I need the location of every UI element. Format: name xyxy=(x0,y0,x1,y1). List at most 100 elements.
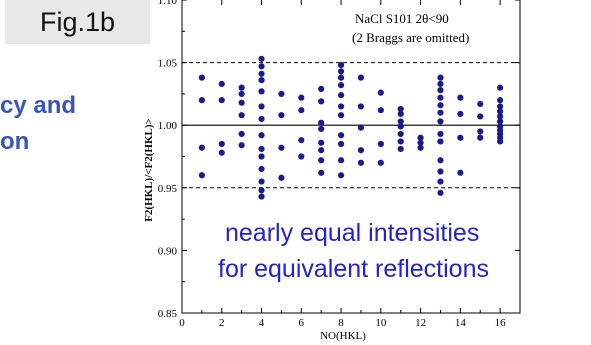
data-point xyxy=(258,77,265,84)
data-point xyxy=(238,99,245,106)
data-point xyxy=(497,118,504,125)
data-point xyxy=(318,139,325,146)
x-tick-label: 14 xyxy=(455,317,467,329)
data-point xyxy=(417,144,424,151)
data-point xyxy=(337,140,345,148)
data-point xyxy=(258,63,265,70)
data-point xyxy=(397,145,404,153)
data-point xyxy=(278,90,285,97)
data-point xyxy=(258,193,265,200)
data-point xyxy=(198,144,205,151)
x-tick-label: 6 xyxy=(299,317,305,329)
annotation-line-1: nearly equal intensities xyxy=(225,219,480,247)
data-point xyxy=(258,103,265,110)
data-point xyxy=(298,94,305,101)
data-point xyxy=(258,145,265,153)
data-point xyxy=(437,74,444,81)
data-point xyxy=(318,157,325,164)
data-point xyxy=(337,92,345,99)
data-point xyxy=(318,125,325,133)
data-point xyxy=(497,84,504,91)
y-tick-label: 0.95 xyxy=(158,183,178,195)
data-point xyxy=(218,97,225,104)
data-point xyxy=(397,110,404,118)
data-point xyxy=(337,112,345,119)
data-point xyxy=(258,153,265,160)
data-point xyxy=(417,139,424,146)
x-tick-label: 10 xyxy=(375,317,387,329)
data-point xyxy=(417,134,424,141)
data-point xyxy=(318,169,325,176)
data-point xyxy=(218,149,225,156)
data-point xyxy=(397,130,404,138)
data-point xyxy=(397,105,404,113)
data-point xyxy=(457,94,464,101)
data-point xyxy=(477,128,484,135)
data-point xyxy=(477,113,484,120)
data-point xyxy=(278,174,285,181)
data-point xyxy=(477,134,484,141)
data-point xyxy=(357,124,365,131)
data-point xyxy=(497,138,504,145)
data-point xyxy=(198,97,205,104)
data-point xyxy=(437,102,444,109)
data-point xyxy=(457,110,464,118)
data-point xyxy=(437,157,444,164)
data-point xyxy=(377,140,384,148)
x-tick-label: 2 xyxy=(219,317,225,329)
data-point xyxy=(238,142,245,149)
data-point xyxy=(437,87,444,94)
data-point xyxy=(318,98,325,105)
data-point xyxy=(198,172,205,179)
data-point xyxy=(457,169,464,176)
data-point xyxy=(258,115,265,123)
data-point xyxy=(298,107,305,114)
data-point xyxy=(437,80,444,87)
data-point xyxy=(377,107,384,114)
data-point xyxy=(238,130,245,138)
data-point xyxy=(298,153,305,160)
data-point xyxy=(357,74,365,81)
data-point xyxy=(258,187,265,194)
data-point xyxy=(437,130,444,138)
data-point xyxy=(278,144,285,151)
data-point xyxy=(477,100,484,108)
data-point xyxy=(258,88,265,95)
figure-label: Fig.1b xyxy=(5,0,150,44)
x-tick-label: 0 xyxy=(179,317,185,329)
data-point xyxy=(497,108,504,115)
data-point xyxy=(437,138,444,145)
data-point xyxy=(337,74,345,81)
x-tick-label: 8 xyxy=(338,317,344,329)
data-point xyxy=(437,94,444,101)
data-point xyxy=(218,80,225,87)
data-point xyxy=(337,103,345,110)
data-point xyxy=(377,89,384,96)
data-point xyxy=(437,109,444,116)
y-tick-label: 0.90 xyxy=(158,245,178,257)
data-point xyxy=(497,113,504,120)
annotation-line-2: for equivalent reflections xyxy=(218,255,489,283)
y-axis-label: F2(HKL)/<F2(HKL)> xyxy=(143,118,155,222)
data-point xyxy=(377,159,384,166)
data-point xyxy=(397,118,404,125)
data-point xyxy=(218,140,225,148)
cropped-side-text-line-1: cy and xyxy=(0,92,77,119)
data-point xyxy=(238,90,245,97)
data-point xyxy=(238,84,245,91)
data-point xyxy=(337,172,345,179)
legend-line-2: (2 Braggs are omitted) xyxy=(352,30,469,45)
data-point xyxy=(457,134,464,141)
data-point xyxy=(397,138,404,145)
data-point xyxy=(497,97,504,104)
data-point xyxy=(337,82,345,89)
cropped-side-text-line-2: on xyxy=(0,128,30,155)
y-tick-label: 0.85 xyxy=(158,308,178,320)
data-point xyxy=(437,189,444,196)
data-point xyxy=(337,157,345,164)
data-point xyxy=(318,119,325,126)
data-point xyxy=(437,168,444,175)
data-point xyxy=(337,62,345,69)
data-point xyxy=(198,74,205,81)
